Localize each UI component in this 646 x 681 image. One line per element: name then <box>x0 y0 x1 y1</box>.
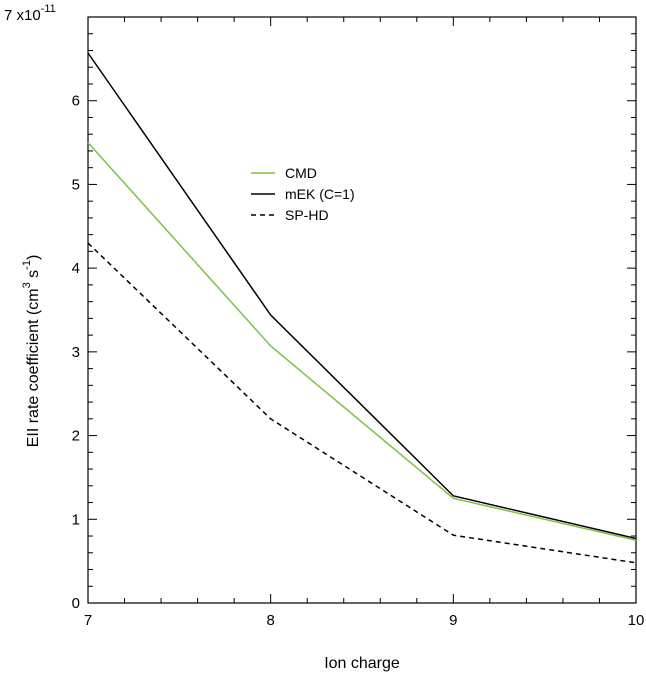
y-axis-title-end: ) <box>25 255 42 260</box>
y-tick-label: 2 <box>72 428 80 445</box>
legend: CMD mEK (C=1) SP-HD <box>251 165 355 223</box>
y-tick-label: 4 <box>72 260 80 277</box>
y-multiplier-prefix: 7 <box>4 7 17 24</box>
series-line-sp-hd <box>87 242 637 564</box>
legend-label: mEK (C=1) <box>285 186 355 202</box>
axes <box>87 16 637 604</box>
y-tick-label: 3 <box>72 344 80 361</box>
y-tick-label: 5 <box>72 176 80 193</box>
legend-label: CMD <box>285 165 317 181</box>
series-line-mek-c-1 <box>87 52 637 540</box>
y-tick-label: 6 <box>72 93 80 110</box>
y-multiplier-base: x10 <box>17 7 41 24</box>
x-tick-label: 7 <box>84 612 92 629</box>
y-axis-title: EII rate coefficient (cm3 s-1) <box>21 255 42 448</box>
y-axis-title-main: EII rate coefficient (cm <box>25 288 42 447</box>
x-tick-label: 9 <box>449 612 457 629</box>
y-multiplier-label: 7 x10-11 <box>4 3 56 24</box>
y-multiplier-exponent: -11 <box>41 3 56 15</box>
y-axis-title-sup2: -1 <box>21 260 33 270</box>
y-tick-label: 0 <box>72 595 80 612</box>
y-axis-title-mid: s <box>25 270 42 282</box>
legend-label: SP-HD <box>285 207 329 223</box>
x-tick-label: 8 <box>266 612 274 629</box>
series-group <box>87 52 637 564</box>
y-axis-title-sup1: 3 <box>21 282 33 288</box>
x-tick-label: 10 <box>628 612 645 629</box>
series-line-cmd <box>87 142 637 541</box>
plot-frame <box>87 16 637 604</box>
y-tick-label: 1 <box>72 511 80 528</box>
x-axis-title: Ion charge <box>324 655 400 672</box>
ticks: 7 8 9 10 0 1 2 3 4 5 6 <box>72 16 645 629</box>
